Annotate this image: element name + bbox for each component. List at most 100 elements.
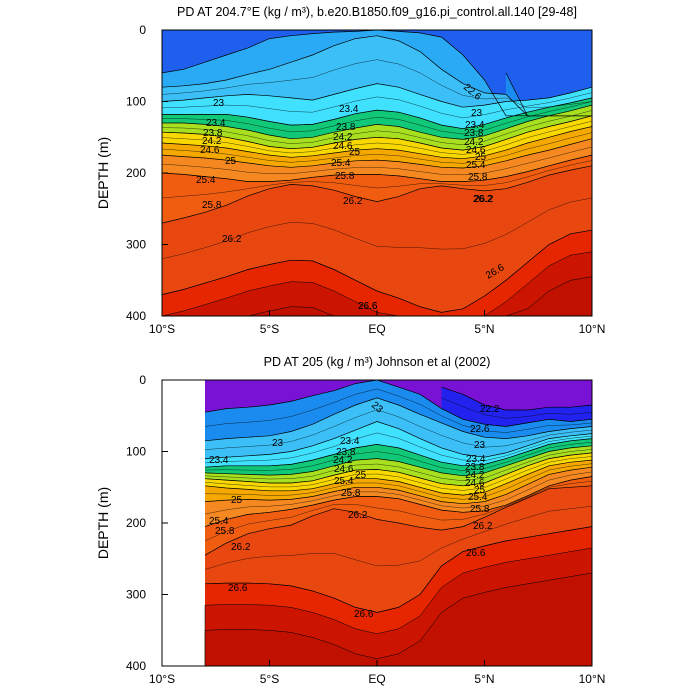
- isoline: [204, 459, 592, 496]
- contour-label: 23.4: [206, 118, 226, 129]
- isoline: [204, 480, 592, 542]
- y-tick-label: 400: [126, 309, 146, 323]
- x-tick-label: 5°S: [260, 672, 279, 686]
- contour-label: 25.8: [468, 172, 488, 183]
- contour-label: 25: [355, 470, 367, 481]
- isoline: [162, 110, 592, 146]
- isoline: [162, 165, 592, 224]
- x-tick-label: 5°N: [474, 672, 494, 686]
- contour-label: 22.6: [470, 424, 490, 435]
- isoline: [204, 471, 592, 515]
- contour-label: 25.4: [466, 160, 486, 171]
- contour-label: 26.6: [358, 301, 378, 312]
- isoline: [162, 132, 592, 164]
- contour-label: 24.2: [465, 470, 485, 481]
- isoline: [162, 97, 592, 130]
- isoline: [204, 441, 592, 472]
- y-axis-title: DEPTH (m): [95, 137, 111, 209]
- contour-label: 23.4: [209, 455, 229, 466]
- contour-label: 23.4: [465, 120, 485, 131]
- y-axis-title: DEPTH (m): [95, 487, 111, 559]
- contour-label: 26.2: [473, 194, 493, 205]
- panel-observed-contour-plot: [204, 380, 592, 666]
- isoline: [204, 397, 592, 442]
- contour-label: 25.4: [209, 516, 229, 527]
- isoline: [162, 126, 592, 160]
- isoline: [204, 409, 592, 450]
- x-tick-label: 5°N: [474, 322, 494, 336]
- contour-label: 26.2: [343, 196, 363, 207]
- isoline: [204, 505, 592, 570]
- x-tick-label: EQ: [368, 322, 385, 336]
- contour-label: 26.6: [466, 548, 486, 559]
- isoline: [162, 138, 592, 169]
- isoline: [204, 476, 592, 527]
- panel-model-contour-labels: 23 23.4 23.8 24.2 24.6 25 25.4 25.8 26.2…: [196, 82, 507, 312]
- isoline: [204, 380, 592, 427]
- contour-label: 24.6: [466, 145, 486, 156]
- isoline: [162, 160, 592, 199]
- contour-label: 25.4: [196, 175, 216, 186]
- density-band: [162, 276, 592, 316]
- contour-label: 23: [474, 440, 486, 451]
- contour-label: 25.8: [202, 200, 222, 211]
- x-tick-label: 10°N: [579, 322, 606, 336]
- isoline: [162, 146, 592, 176]
- y-tick-label: 100: [126, 445, 146, 459]
- contour-label: 25.8: [335, 171, 355, 182]
- panel-observed-title: PD AT 205 (kg / m³) Johnson et al (2002): [264, 355, 491, 369]
- isoline: [204, 388, 592, 433]
- contour-label: 26.2: [222, 234, 242, 245]
- contour-label: 26.6: [358, 301, 378, 312]
- isoline: [162, 35, 592, 117]
- contour-label: 23: [213, 98, 225, 109]
- y-tick-label: 0: [139, 373, 146, 387]
- isoline: [162, 104, 592, 140]
- panel-model: PD AT 204.7°E (kg / m³), b.e20.B1850.f09…: [95, 5, 605, 336]
- contour-label: 23.8: [203, 128, 223, 139]
- isoline: [204, 445, 592, 477]
- panel-observed-y-axis: 0 100 200 300 400 DEPTH (m): [95, 373, 168, 673]
- isoline: [162, 154, 592, 182]
- y-tick-label: 200: [126, 166, 146, 180]
- x-tick-label: 10°S: [149, 672, 175, 686]
- isoline: [162, 92, 592, 119]
- panel-model-y-axis: 0 100 200 300 400 DEPTH (m): [95, 23, 168, 323]
- y-tick-label: 0: [139, 23, 146, 37]
- contour-label: 23.4: [340, 436, 360, 447]
- contour-label: 23: [272, 438, 284, 449]
- contour-label: 24.6: [333, 141, 353, 152]
- isoline: [162, 101, 592, 135]
- x-tick-label: 10°S: [149, 322, 175, 336]
- contour-label: 23.8: [336, 122, 356, 133]
- contour-label: 22.2: [480, 404, 500, 415]
- contour-label: 25.4: [334, 476, 354, 487]
- y-tick-label: 400: [126, 659, 146, 673]
- isoline: [162, 115, 592, 151]
- contour-label: 26.2: [231, 542, 251, 553]
- isoline: [204, 432, 592, 464]
- panel-observed-contour-labels: 23 23.4 25 25.4 25.8 26.2 26.6 23 23.4 2…: [209, 400, 500, 620]
- isoline: [162, 59, 592, 109]
- contour-label: 24.6: [465, 478, 485, 489]
- contour-label: 24.2: [202, 136, 222, 147]
- isoline: [204, 438, 592, 468]
- panel-model-contour-plot: [162, 30, 592, 316]
- contour-label: 26.2: [348, 510, 368, 521]
- contour-label: 25.8: [341, 488, 361, 499]
- isoline: [162, 229, 592, 313]
- isoline: [204, 449, 592, 482]
- contour-label: 25.4: [468, 492, 488, 503]
- y-tick-label: 300: [126, 588, 146, 602]
- contour-label: 25: [475, 152, 487, 163]
- contour-label: 23.8: [465, 462, 485, 473]
- isoline: [441, 397, 592, 419]
- contour-label: 25.4: [331, 158, 351, 169]
- isoline: [204, 456, 592, 491]
- contour-label: 25.8: [470, 504, 490, 515]
- x-tick-label: EQ: [368, 672, 385, 686]
- panel-observed: PD AT 205 (kg / m³) Johnson et al (2002)…: [95, 355, 605, 686]
- contour-label: 25: [349, 147, 361, 158]
